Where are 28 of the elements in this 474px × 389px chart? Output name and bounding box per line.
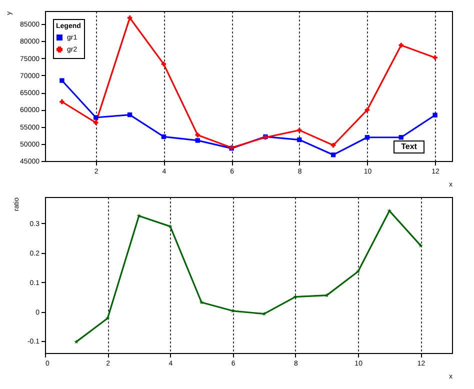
point — [398, 42, 404, 48]
point — [199, 300, 204, 304]
point — [60, 78, 64, 83]
point — [161, 62, 166, 66]
point — [398, 135, 404, 140]
point — [356, 269, 360, 274]
point — [432, 112, 438, 118]
point — [364, 135, 370, 140]
point — [136, 213, 142, 218]
point — [94, 115, 98, 120]
point — [127, 16, 132, 20]
point — [432, 55, 438, 60]
point — [94, 120, 98, 125]
point — [418, 243, 423, 248]
point — [161, 134, 166, 140]
point — [127, 112, 132, 118]
point — [297, 137, 302, 142]
point — [364, 108, 370, 112]
point — [324, 292, 329, 298]
line-series — [74, 208, 423, 344]
point — [330, 152, 336, 158]
annotation: Text — [401, 142, 418, 151]
point — [297, 128, 302, 133]
point — [168, 224, 172, 228]
point — [195, 138, 200, 143]
point — [195, 132, 200, 138]
point — [60, 99, 64, 104]
point — [74, 339, 79, 344]
